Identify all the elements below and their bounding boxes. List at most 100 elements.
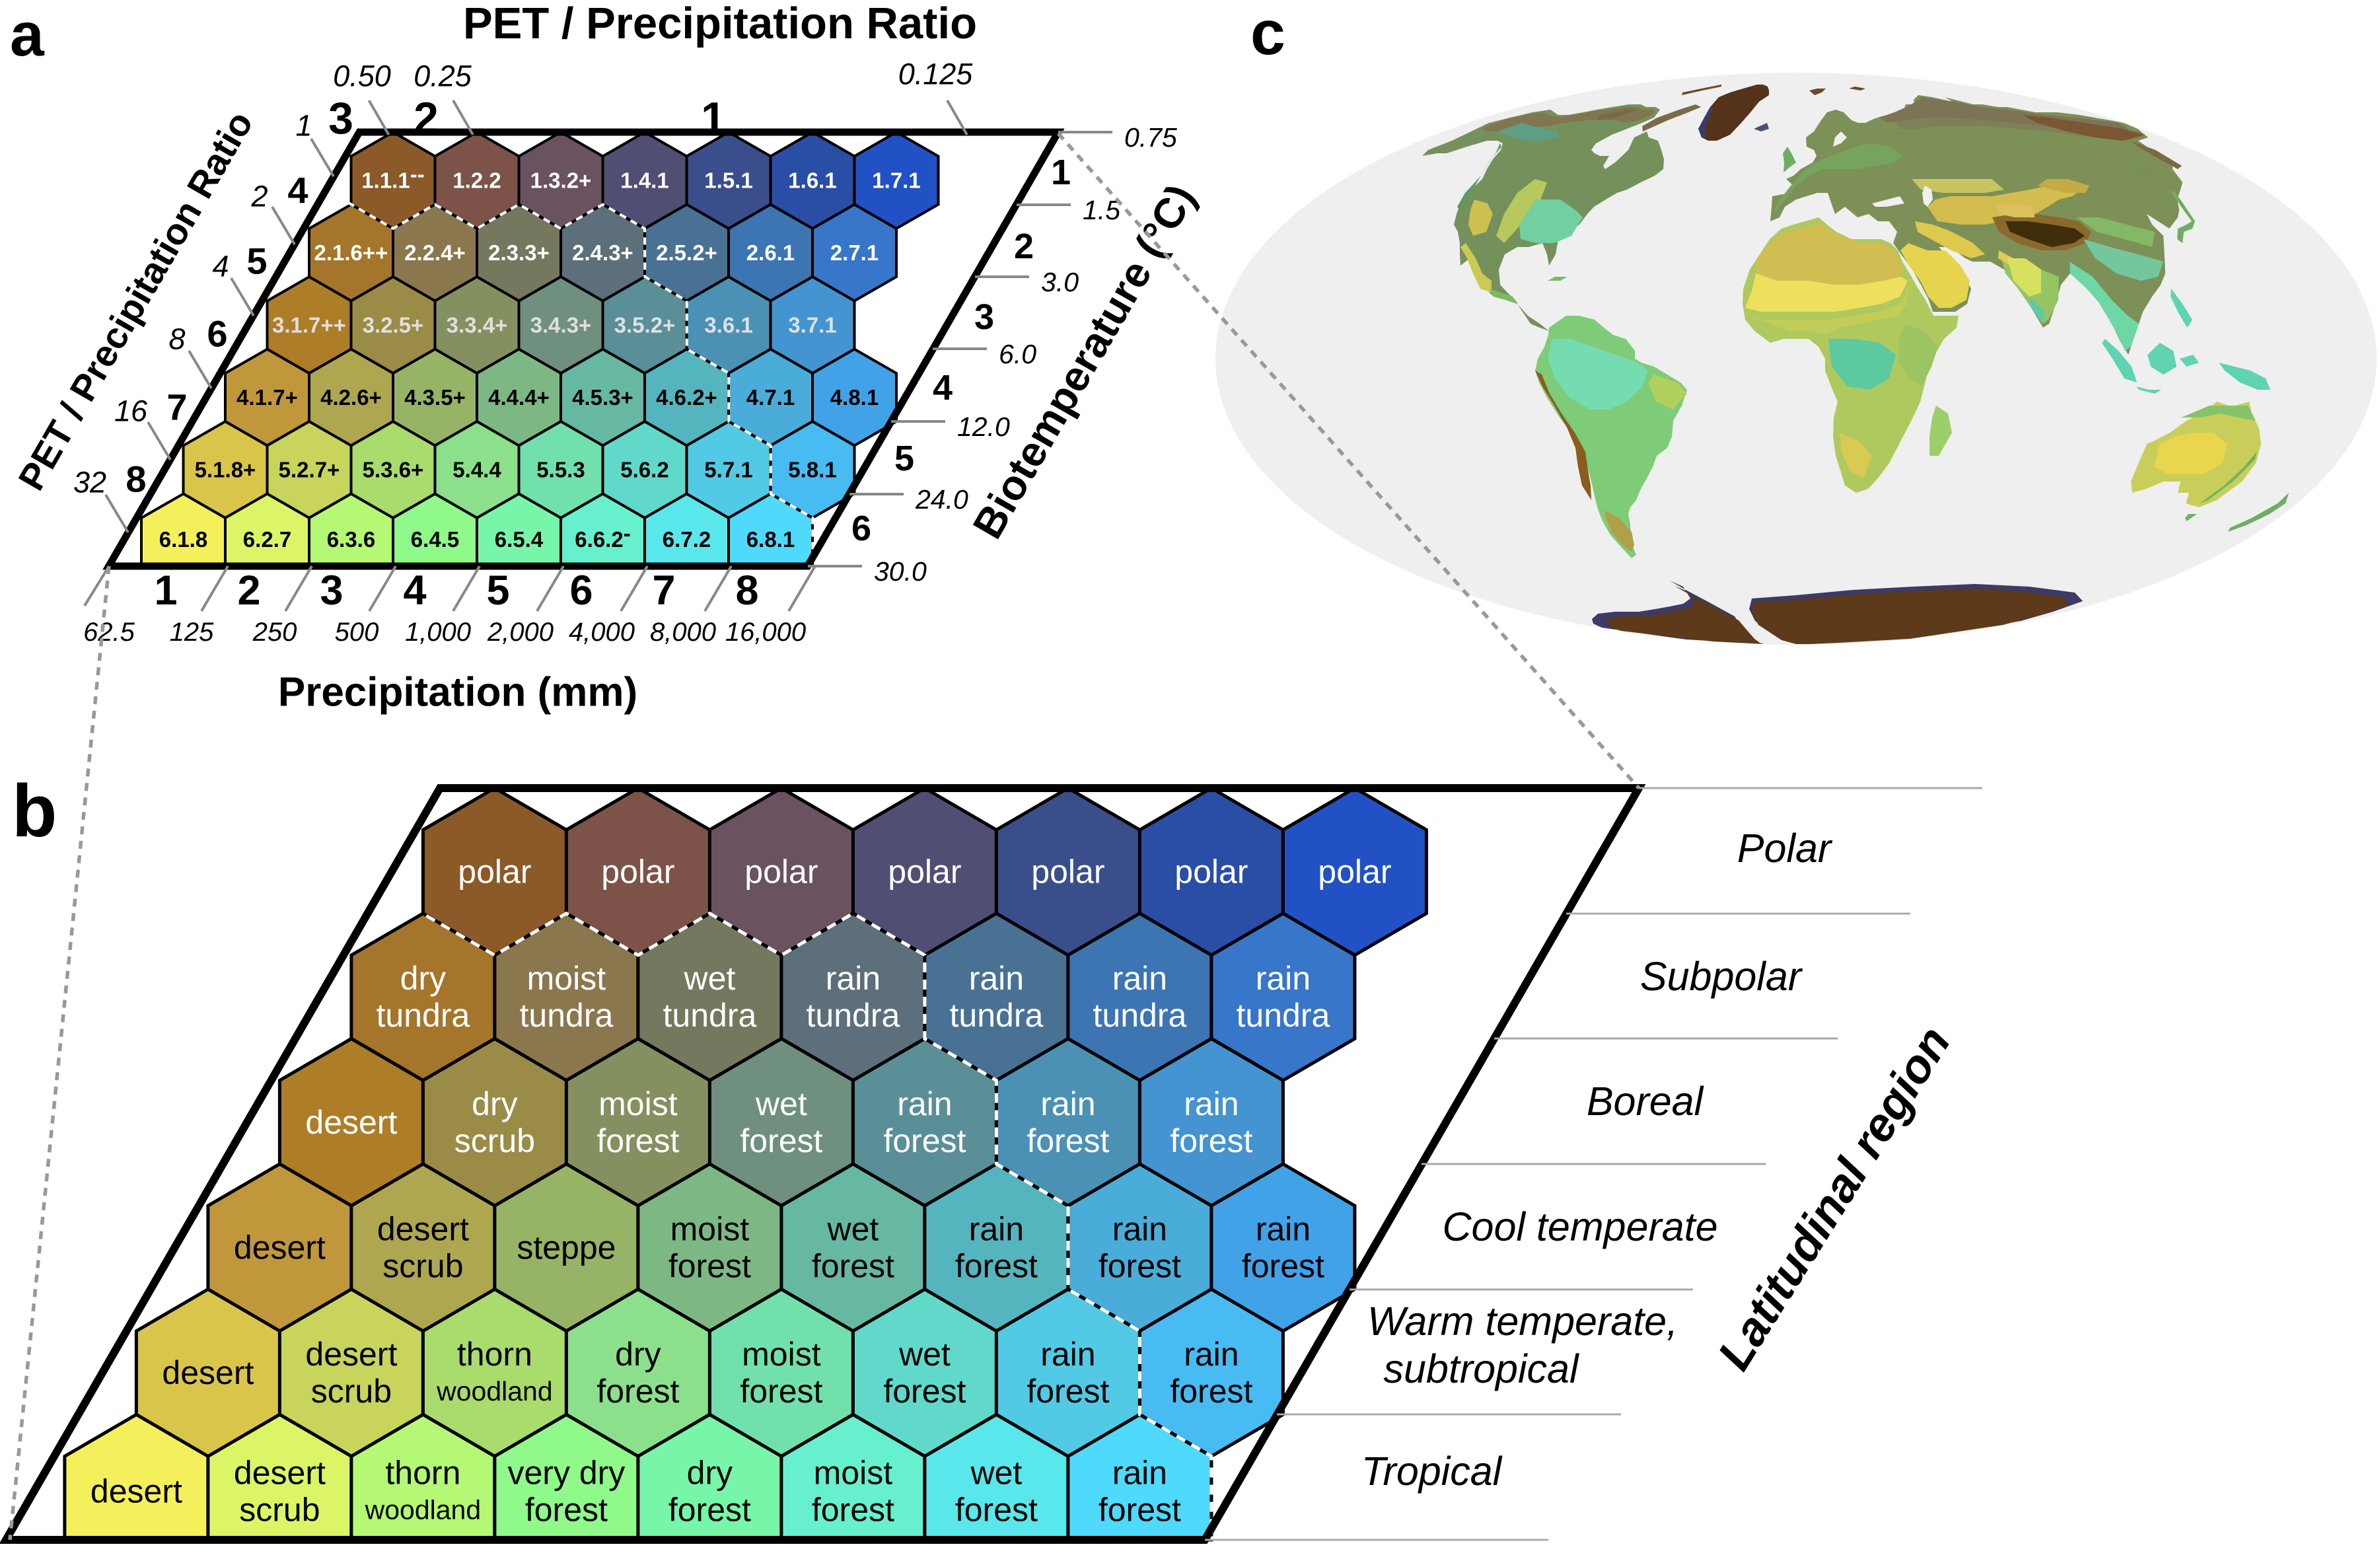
svg-text:tundra: tundra bbox=[807, 997, 900, 1034]
svg-text:4: 4 bbox=[212, 250, 229, 283]
svg-text:tundra: tundra bbox=[520, 997, 614, 1034]
svg-text:0.25: 0.25 bbox=[414, 59, 472, 93]
svg-text:5: 5 bbox=[486, 567, 509, 614]
svg-text:polar: polar bbox=[1318, 853, 1391, 890]
svg-text:2: 2 bbox=[1014, 227, 1034, 266]
svg-text:8: 8 bbox=[126, 458, 146, 500]
svg-text:6.3.6: 6.3.6 bbox=[327, 527, 375, 552]
svg-text:4.5.3+: 4.5.3+ bbox=[572, 385, 633, 410]
svg-text:6.7.2: 6.7.2 bbox=[663, 527, 711, 552]
svg-text:wet: wet bbox=[898, 1336, 951, 1373]
svg-text:1.6.1: 1.6.1 bbox=[788, 168, 836, 193]
svg-text:a: a bbox=[10, 0, 45, 69]
svg-text:polar: polar bbox=[1031, 853, 1104, 890]
svg-text:forest: forest bbox=[1099, 1247, 1181, 1284]
svg-text:desert: desert bbox=[162, 1354, 254, 1391]
svg-text:0.50: 0.50 bbox=[333, 59, 391, 93]
svg-text:3: 3 bbox=[320, 567, 343, 614]
svg-text:4: 4 bbox=[933, 368, 953, 408]
svg-text:1.5: 1.5 bbox=[1083, 195, 1120, 225]
svg-text:1.4.1: 1.4.1 bbox=[620, 168, 668, 193]
svg-text:desert: desert bbox=[234, 1455, 326, 1492]
svg-text:tundra: tundra bbox=[1093, 997, 1187, 1034]
svg-text:0.75: 0.75 bbox=[1124, 122, 1177, 153]
svg-text:4.8.1: 4.8.1 bbox=[830, 385, 879, 410]
svg-text:8,000: 8,000 bbox=[650, 618, 716, 647]
svg-text:Boreal: Boreal bbox=[1587, 1079, 1704, 1124]
svg-text:3.7.1: 3.7.1 bbox=[788, 313, 836, 338]
svg-text:8: 8 bbox=[735, 567, 758, 614]
svg-text:4.3.5+: 4.3.5+ bbox=[404, 385, 466, 410]
svg-text:c: c bbox=[1250, 0, 1285, 68]
svg-text:5.2.7+: 5.2.7+ bbox=[279, 458, 340, 482]
svg-text:forest: forest bbox=[812, 1492, 894, 1529]
svg-text:1.2.2: 1.2.2 bbox=[452, 168, 501, 193]
svg-text:0.125: 0.125 bbox=[898, 57, 974, 91]
svg-text:forest: forest bbox=[596, 1122, 679, 1159]
svg-text:very dry: very dry bbox=[507, 1455, 625, 1492]
svg-text:6: 6 bbox=[851, 509, 871, 548]
svg-text:tundra: tundra bbox=[377, 997, 470, 1034]
svg-text:6.5.4: 6.5.4 bbox=[495, 527, 544, 552]
svg-text:rain: rain bbox=[969, 1210, 1024, 1247]
svg-text:3.0: 3.0 bbox=[1041, 267, 1079, 297]
svg-text:dry: dry bbox=[615, 1336, 661, 1373]
svg-text:3.6.1: 3.6.1 bbox=[704, 313, 752, 338]
svg-text:2.7.1: 2.7.1 bbox=[830, 240, 879, 265]
svg-text:steppe: steppe bbox=[517, 1229, 616, 1266]
svg-text:forest: forest bbox=[883, 1373, 966, 1410]
svg-text:moist: moist bbox=[598, 1085, 678, 1122]
svg-text:thorn: thorn bbox=[457, 1336, 532, 1373]
svg-text:wet: wet bbox=[683, 960, 735, 997]
svg-text:6.4.5: 6.4.5 bbox=[411, 527, 459, 552]
svg-text:4: 4 bbox=[403, 567, 426, 614]
svg-text:5.1.8+: 5.1.8+ bbox=[195, 458, 256, 482]
svg-text:6: 6 bbox=[207, 313, 227, 355]
svg-text:tundra: tundra bbox=[950, 997, 1044, 1034]
svg-text:subtropical: subtropical bbox=[1384, 1346, 1579, 1391]
svg-text:forest: forest bbox=[740, 1373, 822, 1410]
svg-text:5.8.1: 5.8.1 bbox=[788, 458, 836, 482]
svg-text:5.6.2: 5.6.2 bbox=[620, 458, 668, 482]
svg-text:2.4.3+: 2.4.3+ bbox=[572, 240, 633, 265]
svg-text:3.1.7++: 3.1.7++ bbox=[272, 313, 346, 338]
svg-text:scrub: scrub bbox=[382, 1247, 463, 1284]
svg-text:4,000: 4,000 bbox=[569, 618, 635, 647]
svg-text:3.2.5+: 3.2.5+ bbox=[363, 313, 424, 338]
svg-text:rain: rain bbox=[897, 1085, 952, 1122]
svg-text:2: 2 bbox=[250, 180, 268, 213]
svg-text:dry: dry bbox=[472, 1085, 517, 1122]
svg-text:3: 3 bbox=[974, 297, 994, 337]
svg-text:Precipitation (mm): Precipitation (mm) bbox=[278, 670, 637, 715]
svg-text:rain: rain bbox=[1112, 1210, 1167, 1247]
svg-text:12.0: 12.0 bbox=[957, 412, 1010, 442]
svg-text:5: 5 bbox=[894, 439, 914, 478]
svg-text:forest: forest bbox=[812, 1247, 894, 1284]
svg-text:dry: dry bbox=[687, 1455, 733, 1492]
svg-text:2: 2 bbox=[414, 93, 439, 143]
svg-text:forest: forest bbox=[955, 1492, 1038, 1529]
svg-text:forest: forest bbox=[1242, 1247, 1324, 1284]
svg-text:woodland: woodland bbox=[365, 1495, 482, 1525]
svg-text:polar: polar bbox=[888, 853, 961, 890]
svg-text:desert: desert bbox=[90, 1473, 182, 1510]
svg-text:moist: moist bbox=[527, 960, 606, 997]
svg-text:5.7.1: 5.7.1 bbox=[704, 458, 752, 482]
svg-text:2.6.1: 2.6.1 bbox=[746, 240, 795, 265]
svg-text:desert: desert bbox=[377, 1210, 469, 1247]
svg-text:3.4.3+: 3.4.3+ bbox=[530, 313, 592, 338]
svg-text:16,000: 16,000 bbox=[725, 618, 806, 647]
svg-text:scrub: scrub bbox=[239, 1492, 320, 1529]
svg-text:4: 4 bbox=[287, 170, 308, 211]
svg-text:1: 1 bbox=[154, 567, 177, 614]
svg-text:6.1.8: 6.1.8 bbox=[159, 527, 207, 552]
svg-text:forest: forest bbox=[1170, 1122, 1252, 1159]
svg-text:2.1.6++: 2.1.6++ bbox=[314, 240, 388, 265]
svg-text:rain: rain bbox=[1256, 960, 1311, 997]
svg-text:thorn: thorn bbox=[385, 1455, 460, 1492]
svg-text:b: b bbox=[12, 770, 57, 852]
svg-text:6.2.7: 6.2.7 bbox=[243, 527, 291, 552]
svg-text:32: 32 bbox=[73, 466, 106, 499]
svg-text:rain: rain bbox=[969, 960, 1024, 997]
svg-text:2: 2 bbox=[237, 567, 260, 614]
